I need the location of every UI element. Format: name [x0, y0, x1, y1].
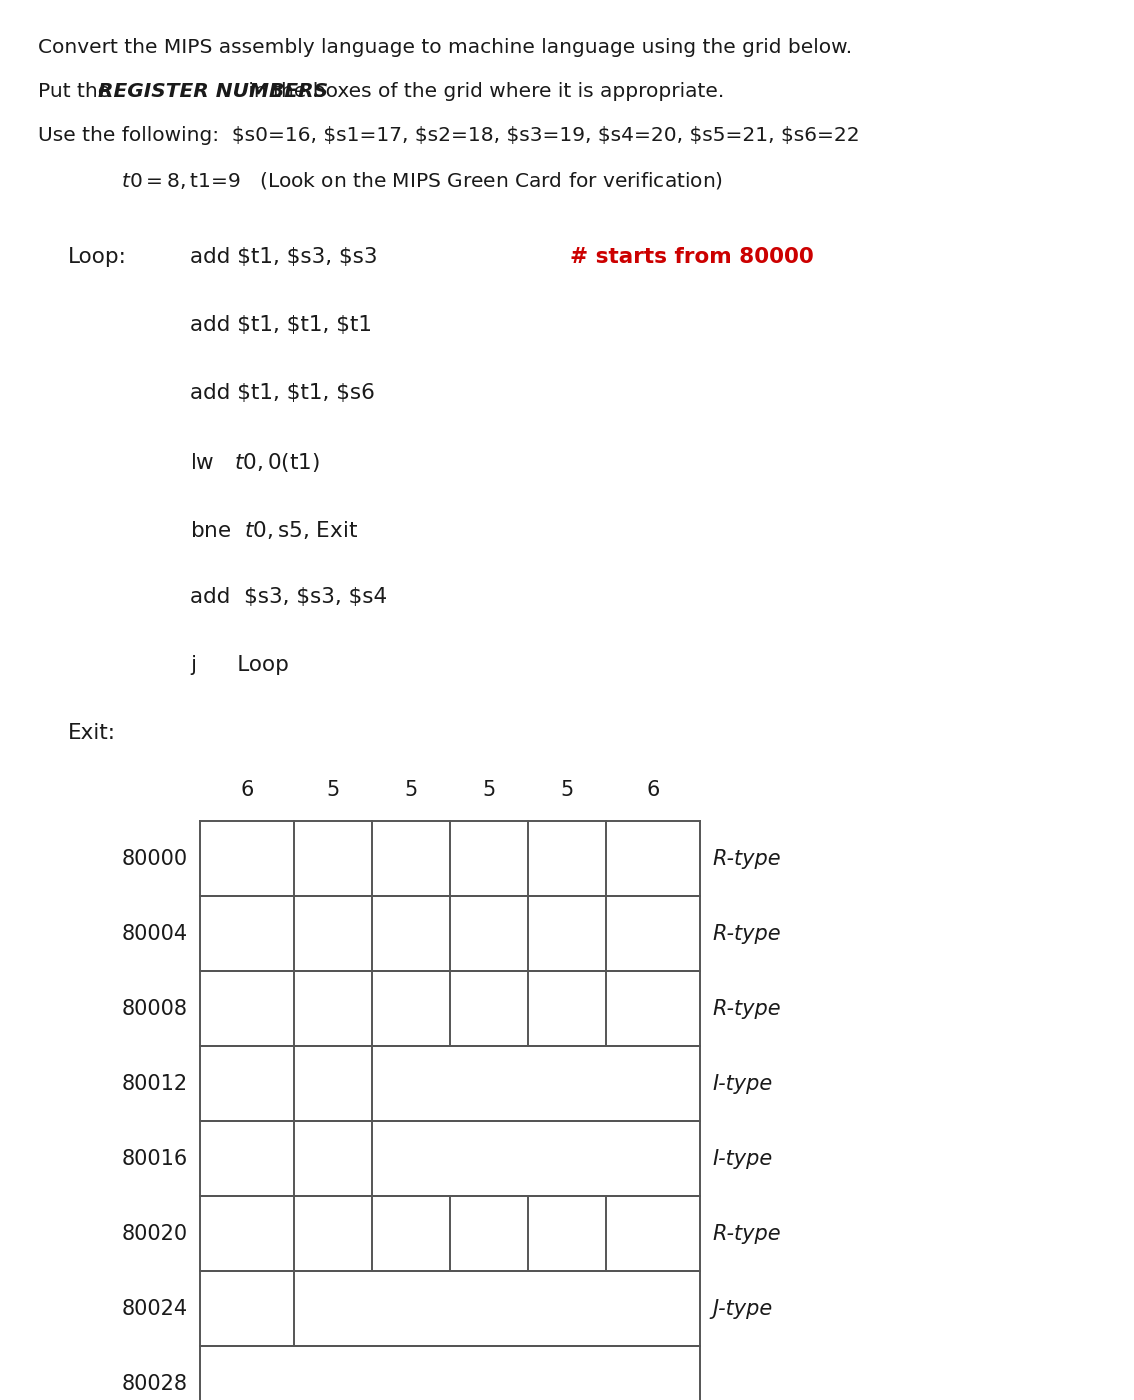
Text: 80000: 80000 — [121, 848, 188, 868]
Text: 80008: 80008 — [122, 998, 188, 1019]
Text: Convert the MIPS assembly language to machine language using the grid below.: Convert the MIPS assembly language to ma… — [39, 38, 852, 57]
Text: Put the: Put the — [39, 83, 117, 101]
Text: R-type: R-type — [712, 1224, 780, 1243]
Text: bne  $t0, $s5, Exit: bne $t0, $s5, Exit — [191, 519, 358, 542]
Text: Loop:: Loop: — [68, 248, 127, 267]
Text: 5: 5 — [405, 780, 417, 799]
Text: R-type: R-type — [712, 924, 780, 944]
Text: I-type: I-type — [712, 1074, 772, 1093]
Text: add $t1, $t1, $s6: add $t1, $t1, $s6 — [191, 384, 375, 403]
Text: add $t1, $s3, $s3: add $t1, $s3, $s3 — [191, 248, 378, 267]
Text: R-type: R-type — [712, 848, 780, 868]
Text: j      Loop: j Loop — [191, 655, 289, 675]
Text: add $t1, $t1, $t1: add $t1, $t1, $t1 — [191, 315, 372, 335]
Text: # starts from 80000: # starts from 80000 — [570, 248, 814, 267]
Text: Exit:: Exit: — [68, 724, 116, 743]
Text: 80028: 80028 — [122, 1373, 188, 1394]
Text: 80020: 80020 — [121, 1224, 188, 1243]
Text: Use the following:  $s0=16, $s1=17, $s2=18, $s3=19, $s4=20, $s5=21, $s6=22: Use the following: $s0=16, $s1=17, $s2=1… — [39, 126, 860, 146]
Text: REGISTER NUMBERS: REGISTER NUMBERS — [99, 83, 329, 101]
Text: 6: 6 — [646, 780, 660, 799]
Text: 80016: 80016 — [121, 1148, 188, 1169]
Text: in the boxes of the grid where it is appropriate.: in the boxes of the grid where it is app… — [243, 83, 725, 101]
Text: 5: 5 — [482, 780, 496, 799]
Text: 6: 6 — [240, 780, 254, 799]
Text: R-type: R-type — [712, 998, 780, 1019]
Text: J-type: J-type — [712, 1299, 772, 1319]
Text: 5: 5 — [327, 780, 339, 799]
Text: lw   $t0, 0($t1): lw $t0, 0($t1) — [191, 451, 320, 475]
Text: $t0=8, $t1=9   (Look on the MIPS Green Card for verification): $t0=8, $t1=9 (Look on the MIPS Green Car… — [39, 169, 723, 190]
Text: 80024: 80024 — [121, 1299, 188, 1319]
Text: 80004: 80004 — [121, 924, 188, 944]
Text: add  $s3, $s3, $s4: add $s3, $s3, $s4 — [191, 587, 387, 608]
Text: I-type: I-type — [712, 1148, 772, 1169]
Text: 5: 5 — [560, 780, 574, 799]
Text: 80012: 80012 — [121, 1074, 188, 1093]
